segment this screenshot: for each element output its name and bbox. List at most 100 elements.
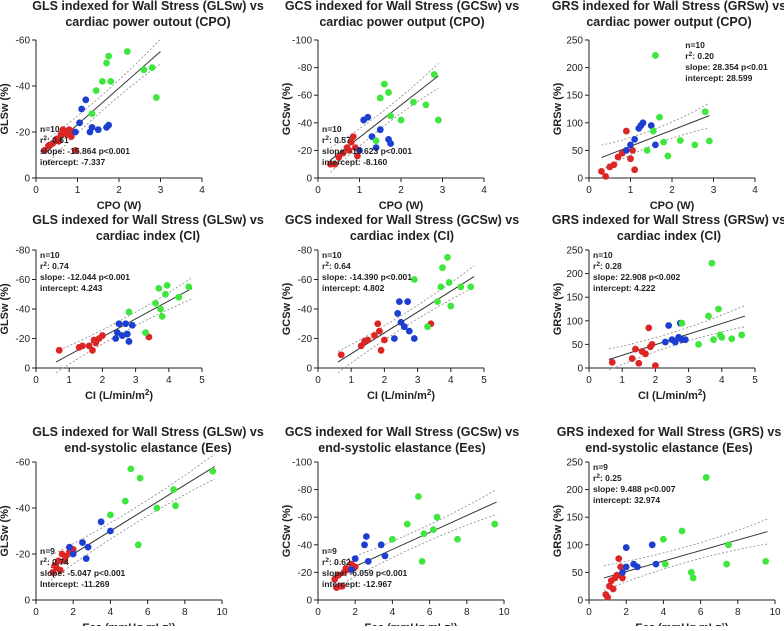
x-tick-label: 6 bbox=[145, 607, 151, 618]
data-point-green bbox=[136, 474, 144, 482]
x-tick-label: 0 bbox=[33, 185, 39, 196]
stats-line: slope: -6.059 p<0.001 bbox=[322, 568, 408, 578]
chart-title-line: end-systolic elastance (Ees) bbox=[64, 441, 231, 455]
data-point-red bbox=[364, 336, 372, 344]
data-point-green bbox=[142, 329, 149, 336]
y-tick-label: -20 bbox=[16, 128, 31, 139]
data-point-red bbox=[632, 345, 639, 353]
data-point-green bbox=[387, 112, 395, 120]
data-point-blue bbox=[78, 105, 86, 113]
x-tick-label: 1 bbox=[75, 185, 81, 196]
stats-line: n=9 bbox=[322, 546, 337, 556]
x-axis-label: CI (L/min/m2) bbox=[638, 388, 706, 403]
data-point-blue bbox=[665, 322, 673, 329]
data-point-blue bbox=[361, 541, 368, 549]
y-axis-label: GLSw (%) bbox=[0, 505, 11, 557]
stats-line: intercept: 4.222 bbox=[593, 283, 656, 293]
data-point-red bbox=[381, 336, 388, 344]
data-point-green bbox=[381, 80, 388, 88]
confidence-band-lower bbox=[50, 478, 215, 581]
data-point-red bbox=[628, 355, 636, 362]
chart-title-line: GLS indexed for Wall Stress (GLSw) vs bbox=[32, 425, 264, 439]
x-axis-label: CI (L/min/m2) bbox=[85, 388, 153, 403]
stats-r2: r2: 0.74 bbox=[40, 261, 69, 272]
y-tick-label: 0 bbox=[24, 364, 30, 375]
y-tick-label: -100 bbox=[292, 458, 312, 469]
data-point-green bbox=[723, 560, 731, 568]
stats-line: slope: -5.047 p<0.001 bbox=[40, 568, 126, 578]
data-point-blue bbox=[79, 539, 86, 546]
data-point-green bbox=[447, 302, 455, 310]
data-point-green bbox=[385, 89, 392, 96]
data-point-red bbox=[56, 566, 64, 574]
chart-title-line: GRS indexed for Wall Stress (GRSw) vs bbox=[552, 0, 784, 13]
data-point-green bbox=[155, 284, 163, 292]
data-point-blue bbox=[356, 147, 363, 154]
confidence-band-upper bbox=[55, 277, 193, 352]
y-tick-label: 50 bbox=[572, 340, 584, 351]
x-tick-label: 0 bbox=[586, 607, 592, 618]
x-tick-label: 3 bbox=[158, 185, 164, 196]
data-point-blue bbox=[394, 310, 402, 317]
x-tick-label: 10 bbox=[769, 607, 781, 618]
data-point-green bbox=[678, 527, 686, 535]
data-point-green bbox=[705, 312, 712, 320]
confidence-band-upper bbox=[601, 102, 710, 146]
data-point-red bbox=[349, 133, 357, 141]
data-point-green bbox=[676, 137, 684, 144]
y-tick-label: -40 bbox=[16, 305, 31, 316]
x-axis-label: Ees (mmHg mL⁻¹) bbox=[635, 622, 729, 626]
x-axis-label: CPO (W) bbox=[650, 200, 695, 212]
x-axis-label: Ees (mmHg mL⁻¹) bbox=[364, 622, 458, 626]
data-point-green bbox=[687, 569, 695, 576]
chart-panel-5: GCS indexed for Wall Stress (GCSw) vs car… bbox=[281, 213, 519, 402]
y-axis-label: GLSw (%) bbox=[0, 283, 11, 335]
data-point-blue bbox=[652, 141, 659, 149]
data-point-green bbox=[410, 276, 418, 283]
chart-title-line: GLS indexed for Wall Stress (GLSw) vs bbox=[32, 213, 264, 227]
data-point-green bbox=[157, 305, 164, 313]
chart-title-line: cardiac index (CI) bbox=[350, 229, 454, 243]
data-point-red bbox=[335, 153, 343, 161]
confidence-band-lower bbox=[55, 298, 193, 374]
y-tick-label: -60 bbox=[16, 36, 31, 47]
x-tick-label: 8 bbox=[464, 607, 470, 618]
data-point-green bbox=[105, 52, 113, 60]
data-point-green bbox=[652, 52, 659, 59]
chart-title-line: cardiac index (CI) bbox=[96, 229, 200, 243]
stats-r2: r2: 0.64 bbox=[322, 261, 351, 272]
data-point-green bbox=[664, 152, 672, 160]
data-point-green bbox=[148, 64, 156, 71]
data-point-green bbox=[123, 48, 131, 55]
data-point-blue bbox=[97, 518, 105, 526]
chart-title-line: cardiac power outout (CPO) bbox=[65, 15, 230, 29]
data-point-red bbox=[642, 350, 649, 358]
stats-line: slope: -12.044 p<0.001 bbox=[40, 272, 130, 282]
x-tick-label: 2 bbox=[100, 375, 106, 386]
data-point-green bbox=[121, 497, 129, 505]
data-point-red bbox=[49, 569, 57, 576]
y-tick-label: 150 bbox=[566, 293, 583, 304]
x-tick-label: 4 bbox=[390, 607, 396, 618]
data-point-green bbox=[430, 71, 438, 78]
stats-line: slope: -14.390 p<0.001 bbox=[322, 272, 412, 282]
data-point-red bbox=[609, 585, 617, 593]
data-point-blue bbox=[400, 323, 408, 331]
stats-r2: r2: 0.57 bbox=[322, 135, 351, 146]
data-point-red bbox=[622, 127, 630, 135]
data-point-green bbox=[389, 535, 396, 543]
x-tick-label: 6 bbox=[427, 607, 433, 618]
y-tick-label: 0 bbox=[306, 596, 312, 607]
x-axis-label: Ees (mmHg mL⁻¹) bbox=[82, 622, 176, 626]
y-axis-label: GCSw (%) bbox=[281, 504, 293, 557]
data-point-green bbox=[491, 520, 499, 528]
data-point-blue bbox=[348, 566, 355, 574]
chart-title-line: cardiac index (CI) bbox=[617, 229, 721, 243]
y-tick-label: 200 bbox=[566, 63, 583, 74]
data-point-green bbox=[434, 116, 442, 124]
y-tick-label: -40 bbox=[16, 504, 31, 515]
data-point-green bbox=[152, 94, 160, 101]
y-tick-label: -20 bbox=[16, 550, 31, 561]
data-point-blue bbox=[125, 338, 133, 345]
stats-r2: r2: 0.61 bbox=[40, 135, 69, 146]
